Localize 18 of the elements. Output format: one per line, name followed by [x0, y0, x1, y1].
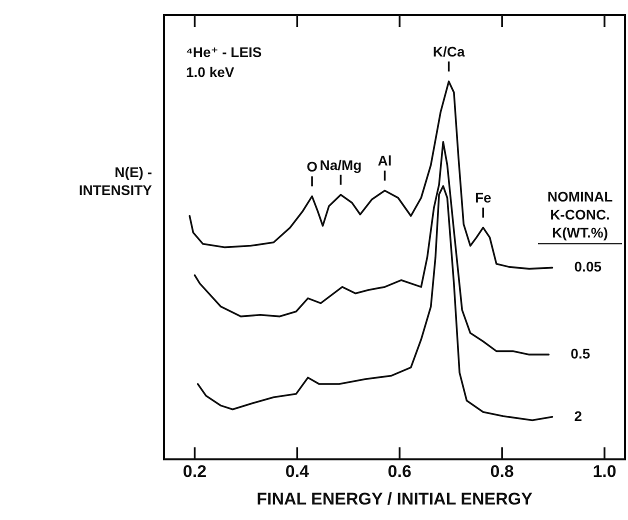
y-axis-title: N(E) - INTENSITY: [78, 164, 153, 198]
text: ⁴He⁺ - LEIS: [186, 44, 262, 60]
annotation: O: [306, 158, 318, 174]
x-tick-label: 0.4: [285, 462, 310, 482]
x-tick-label: 0.6: [388, 462, 412, 482]
legend-title: NOMINAL K-CONC. K(WT.%): [547, 188, 614, 241]
annotation: Al: [378, 152, 392, 169]
x-tick-label: 0.8: [490, 462, 514, 482]
x-tick-label: 1.0: [592, 462, 616, 482]
series-label: 2: [574, 408, 582, 424]
x-axis-title: FINAL ENERGY / INITIAL ENERGY: [256, 489, 534, 508]
text: 1.0 keV: [186, 64, 235, 80]
annotation: K/Ca: [432, 43, 465, 60]
annotation: Na/Mg: [320, 156, 362, 173]
annotation: Fe: [474, 190, 492, 206]
series-label: 0.05: [574, 258, 602, 275]
x-tick-label: 0.2: [182, 462, 207, 482]
series-label: 0.5: [570, 345, 590, 362]
